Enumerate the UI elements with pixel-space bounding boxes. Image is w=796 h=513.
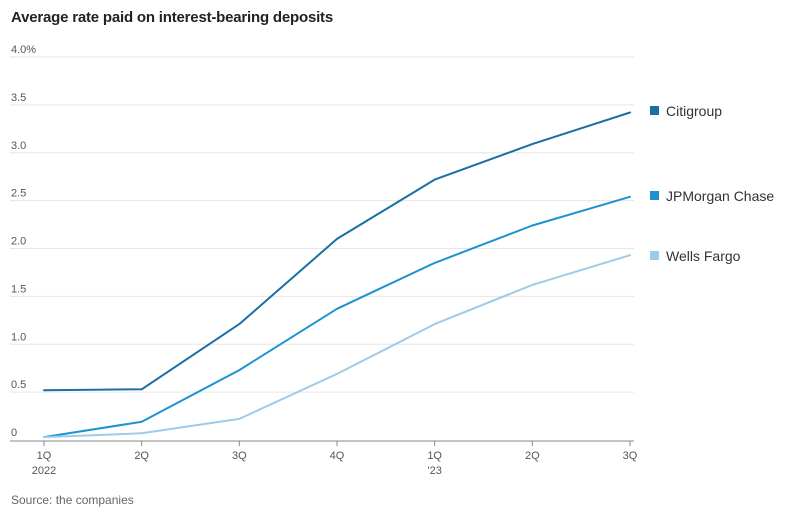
legend-swatch	[650, 251, 659, 260]
y-tick-label: 0	[11, 427, 17, 439]
y-tick-label: 1.5	[11, 283, 26, 295]
series-line	[43, 195, 631, 439]
y-tick-label: 3.5	[11, 92, 26, 104]
legend-label: JPMorgan Chase	[666, 188, 774, 204]
legend-label: Citigroup	[666, 103, 722, 119]
legend-swatch	[650, 106, 659, 115]
legend-label: Wells Fargo	[666, 248, 741, 264]
x-tick-label: 1Q	[427, 450, 442, 462]
x-tick-sublabel: '23	[427, 465, 441, 477]
source-note: Source: the companies	[11, 493, 134, 507]
series-line	[43, 111, 631, 392]
y-tick-label: 2.0	[11, 236, 26, 248]
gridlines	[10, 56, 634, 393]
x-tick-label: 2Q	[525, 450, 540, 462]
legend: Citigroup JPMorgan Chase Wells Fargo	[650, 103, 774, 264]
y-tick-label: 2.5	[11, 188, 26, 200]
y-tick-label: 3.0	[11, 140, 26, 152]
y-tick-label: 4.0%	[11, 44, 36, 56]
x-axis: 1Q 2022 2Q 3Q 4Q 1Q '23 2Q 3Q	[10, 440, 638, 477]
series-line	[43, 254, 631, 439]
y-tick-label: 0.5	[11, 379, 26, 391]
x-tick-sublabel: 2022	[32, 465, 56, 477]
y-tick-label: 1.0	[11, 331, 26, 343]
y-axis-ticks: 0 0.5 1.0 1.5 2.0 2.5 3.0 3.5 4.0%	[11, 44, 36, 439]
series-lines	[43, 111, 631, 439]
x-tick-label: 2Q	[134, 450, 149, 462]
x-tick-label: 3Q	[232, 450, 247, 462]
x-tick-label: 1Q	[37, 450, 52, 462]
x-tick-label: 3Q	[623, 450, 638, 462]
chart-title: Average rate paid on interest-bearing de…	[11, 9, 333, 26]
x-tick-label: 4Q	[330, 450, 345, 462]
legend-swatch	[650, 191, 659, 200]
